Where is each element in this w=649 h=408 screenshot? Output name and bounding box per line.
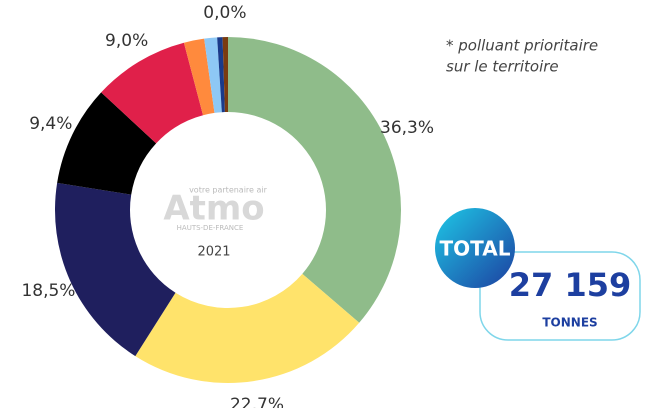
donut <box>54 37 402 383</box>
value-label: 18,5% <box>21 281 75 301</box>
center-text: 2021 <box>197 245 230 260</box>
slice <box>135 273 360 383</box>
slice <box>217 37 225 113</box>
note: * polluant prioritaire <box>446 37 598 55</box>
slice <box>54 182 176 357</box>
logo: Atmo <box>163 189 264 229</box>
total-title: TOTAL <box>440 237 511 261</box>
value-label: 0,0% <box>203 3 246 23</box>
total-value: 27 159 <box>509 266 631 304</box>
logo-tagline: votre partenaire air <box>189 186 268 195</box>
total-unit: TONNES <box>542 316 597 330</box>
slice <box>222 37 228 113</box>
slice <box>101 42 204 144</box>
note: sur le territoire <box>446 58 559 76</box>
logo-region: HAUTS-DE-FRANCE <box>177 224 244 232</box>
value-label: 9,4% <box>29 114 72 134</box>
value-label: 36,3% <box>380 118 434 138</box>
total-badge <box>435 208 515 288</box>
value-label: 22,7% <box>230 395 284 408</box>
total-box <box>479 251 641 341</box>
slice <box>204 37 222 113</box>
value-label: 9,0% <box>105 31 148 51</box>
slice <box>183 38 215 116</box>
slice <box>57 92 157 195</box>
slice <box>228 37 402 323</box>
